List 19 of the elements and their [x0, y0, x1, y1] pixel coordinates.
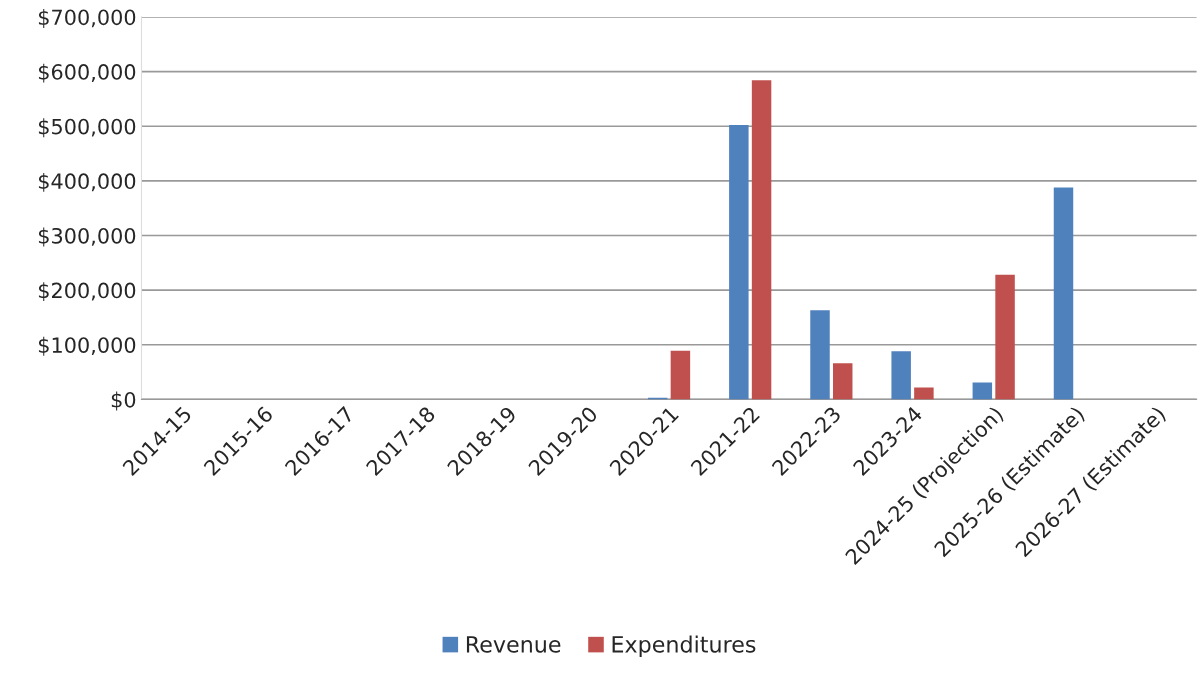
bar [810, 310, 830, 400]
bar [751, 80, 772, 400]
y-tick-label: $700,000 [38, 9, 136, 28]
y-tick-label: $100,000 [38, 336, 136, 356]
bar [832, 363, 853, 400]
bar [995, 274, 1015, 400]
y-tick-label: $300,000 [38, 227, 136, 247]
bar [914, 387, 934, 400]
bar [670, 350, 691, 400]
bar [972, 382, 993, 400]
bar [891, 351, 911, 400]
y-tick-label: $200,000 [38, 282, 136, 302]
y-tick-label: $600,000 [38, 63, 136, 83]
bar [729, 125, 749, 400]
legend-label: Revenue [466, 636, 561, 653]
y-tick-label: $500,000 [38, 118, 136, 138]
bar [1053, 187, 1074, 400]
legend-label: Expenditures [612, 635, 756, 657]
y-tick-label: $400,000 [38, 172, 136, 192]
